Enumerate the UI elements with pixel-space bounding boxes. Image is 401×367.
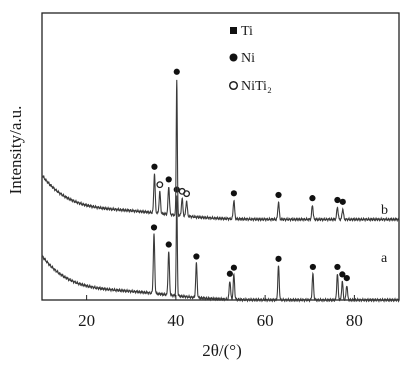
peak-marker-a-5 <box>230 264 237 271</box>
legend-item-ni: Ni <box>229 51 255 66</box>
filled-circle-icon <box>229 53 238 62</box>
x-tick-label-20: 20 <box>78 311 95 330</box>
series-label-a: a <box>381 251 388 266</box>
y-axis-label: Intensity/a.u. <box>6 106 25 195</box>
peak-marker-a-1 <box>165 241 172 248</box>
peak-marker-a-10 <box>343 275 350 282</box>
peak-marker-b-1 <box>156 181 164 189</box>
peak-marker-b-10 <box>339 198 346 205</box>
peak-marker-b-7 <box>275 191 282 199</box>
peak-marker-b-2 <box>165 176 172 183</box>
peak-marker-a-8 <box>334 263 341 271</box>
peak-marker-b-0 <box>151 163 158 170</box>
legend-label-ni: Ni <box>241 51 255 66</box>
filled-square-icon <box>230 27 237 34</box>
peak-marker-a-6 <box>275 255 282 262</box>
series-line-b <box>41 79 400 223</box>
x-tick-label-60: 60 <box>257 311 274 330</box>
peak-marker-b-5 <box>183 190 191 198</box>
peak-marker-b-3 <box>173 68 180 75</box>
peak-marker-b-6 <box>230 190 237 197</box>
plot-area <box>41 68 400 303</box>
peak-marker-a-0 <box>150 224 158 231</box>
peak-marker-a-4 <box>226 270 233 277</box>
series-line-a <box>41 195 400 303</box>
open-circle-icon <box>228 80 239 91</box>
x-tick-label-80: 80 <box>346 311 363 330</box>
legend-item-niti2: NiTi₂ <box>228 79 272 94</box>
peak-marker-a-3 <box>193 253 200 260</box>
legend-label-ti: Ti <box>241 24 253 39</box>
x-axis: 20 40 60 80 <box>78 295 363 330</box>
peak-marker-a-9 <box>339 271 346 278</box>
legend: Ti Ni NiTi₂ <box>228 24 272 94</box>
x-tick-label-40: 40 <box>167 311 184 330</box>
series-label-b: b <box>381 203 388 218</box>
legend-item-ti: Ti <box>230 24 253 39</box>
peak-marker-b-9 <box>334 196 341 204</box>
peak-marker-b-8 <box>309 195 316 202</box>
legend-label-niti2: NiTi₂ <box>241 79 272 94</box>
peak-marker-a-7 <box>309 263 316 271</box>
x-axis-label: 2θ/(°) <box>202 341 242 360</box>
plot-frame <box>41 12 400 301</box>
